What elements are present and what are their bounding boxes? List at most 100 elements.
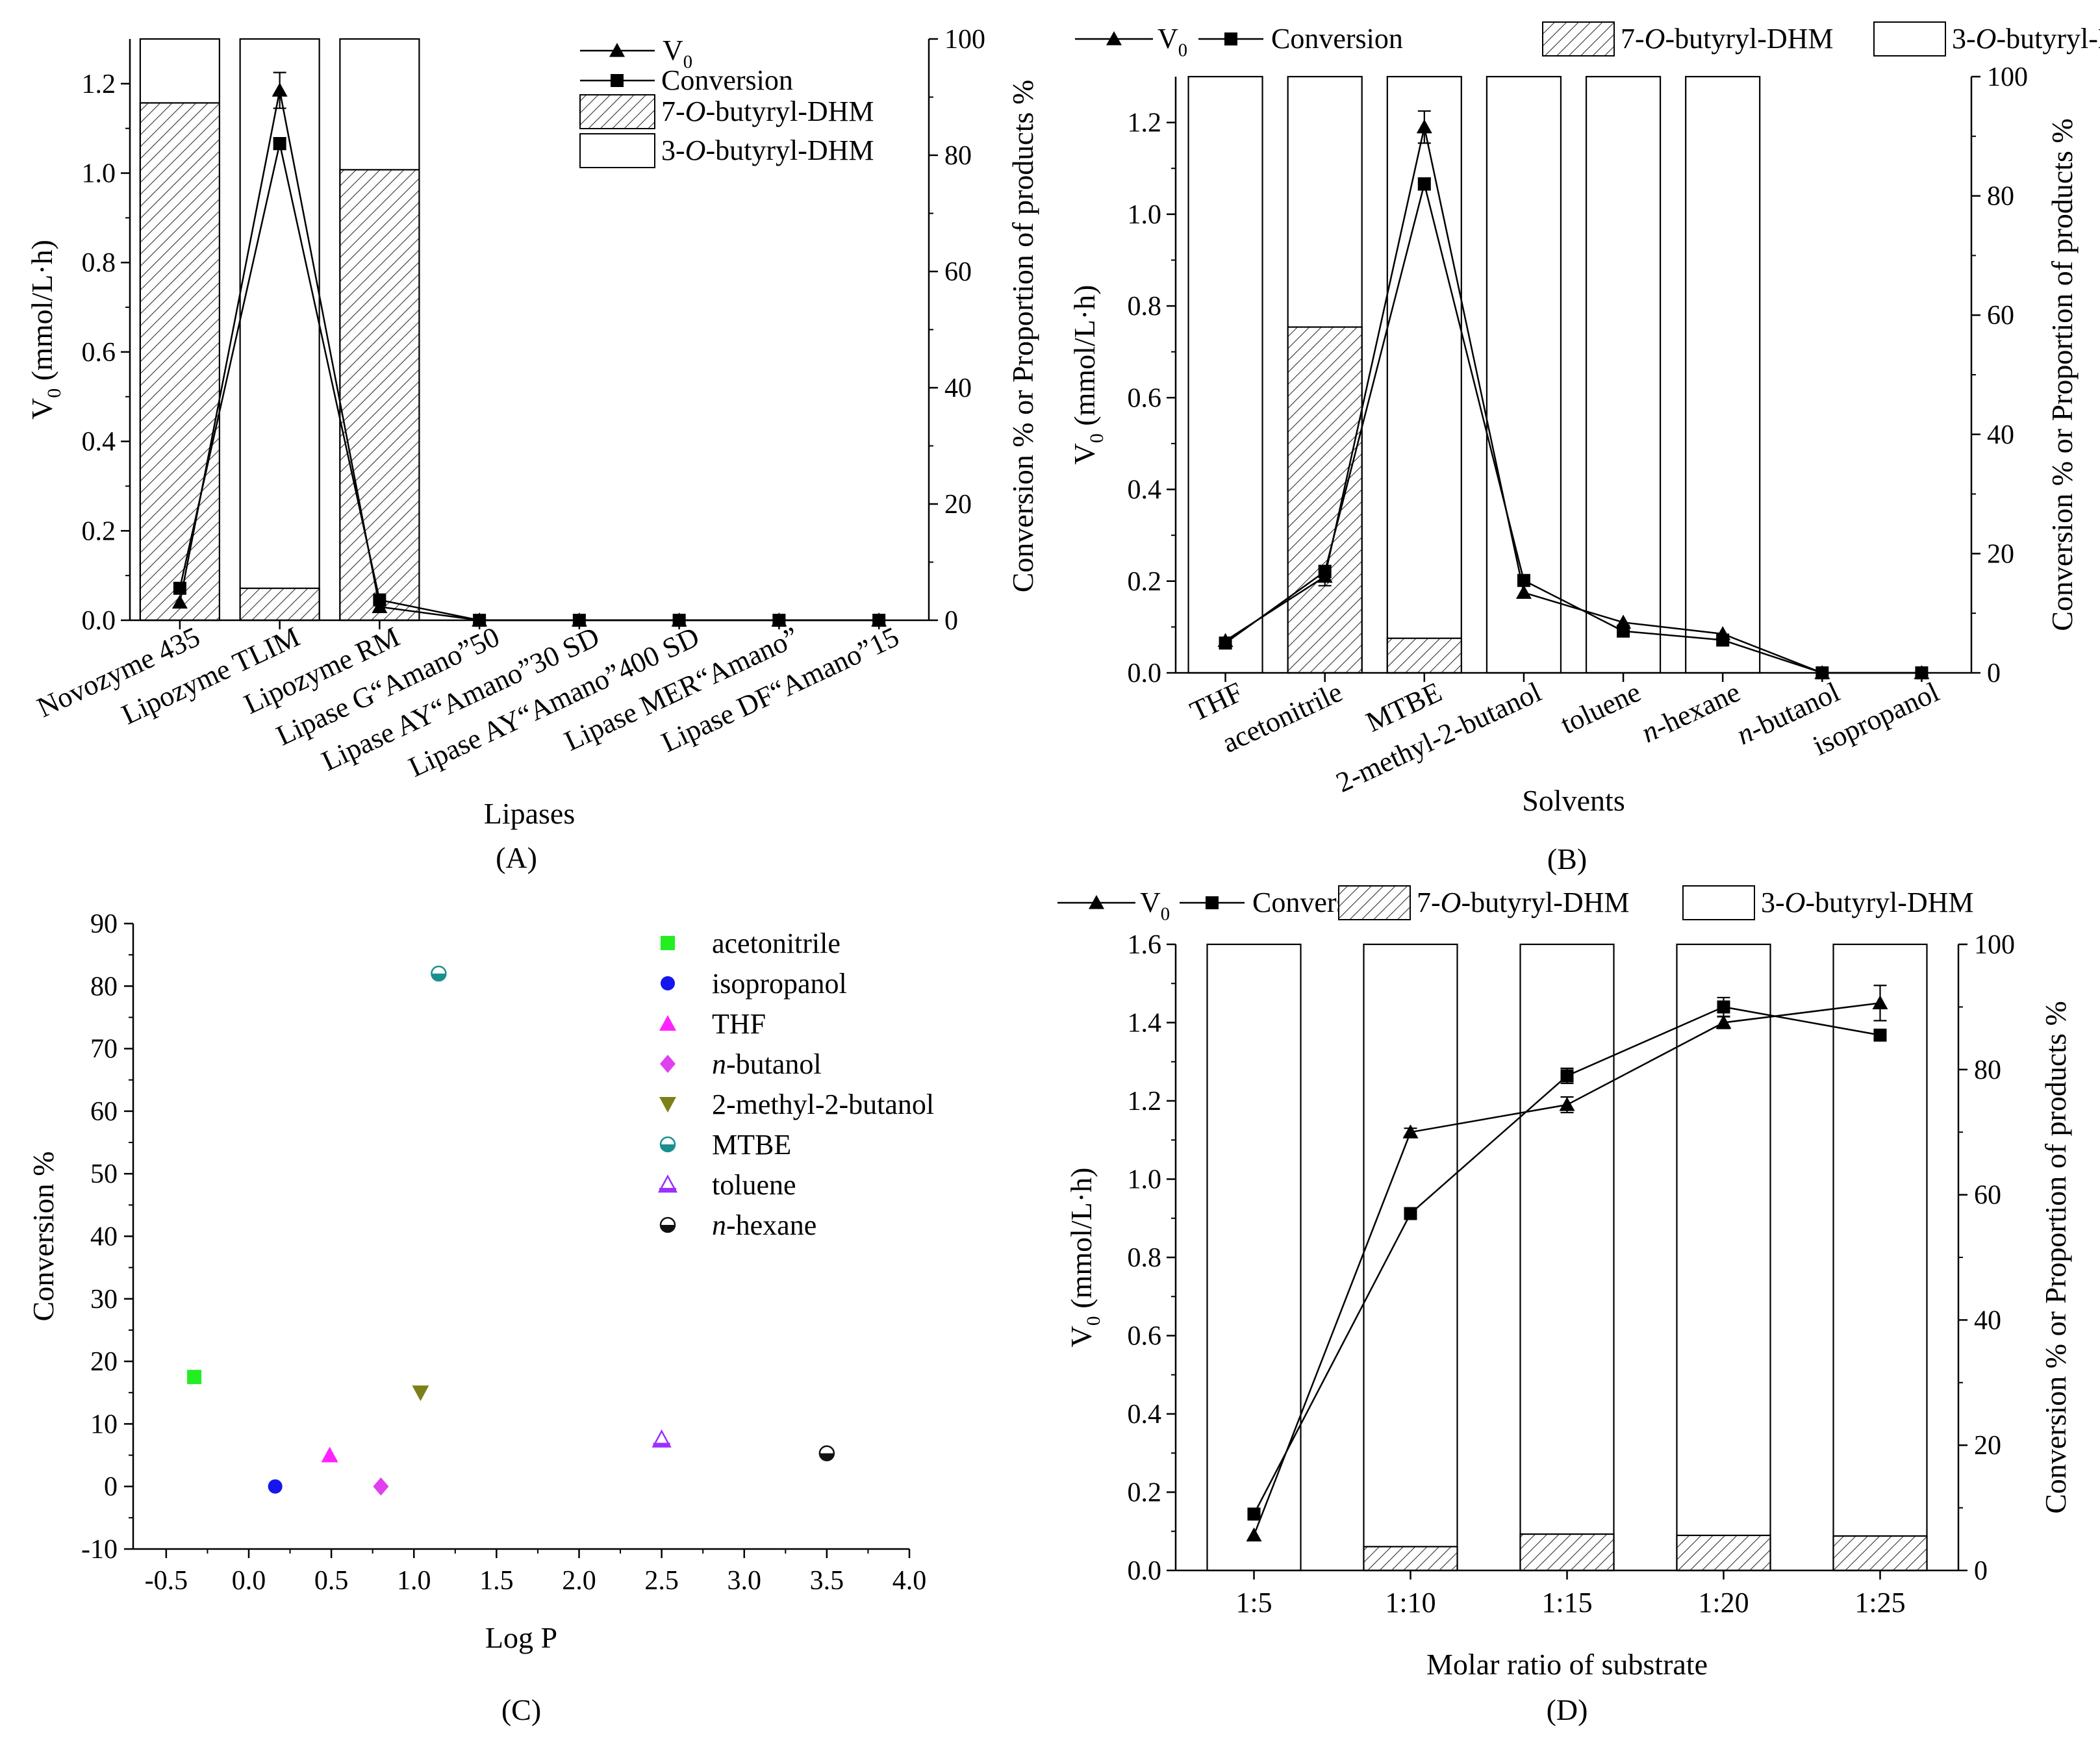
- y2-axis-title: Conversion % or Proportion of products %: [2045, 118, 2079, 631]
- legend-v0-label: V0: [1140, 887, 1170, 924]
- panel-label: (B): [1547, 842, 1587, 875]
- legend-marker: [657, 1174, 678, 1193]
- legend-label: THF: [712, 1008, 766, 1040]
- x-tick-label: 1:5: [1235, 1587, 1272, 1618]
- legend-3-O-label-part: 3-: [1761, 887, 1785, 918]
- scatter-point-half: [431, 974, 446, 981]
- y-axis-title-part: 0: [1086, 433, 1107, 443]
- bar-3-O-butyryl: [1363, 943, 1458, 1572]
- y2-tick-label: 60: [1987, 301, 2014, 331]
- v0-point: [171, 594, 188, 609]
- y-tick-label: 0.0: [1128, 659, 1162, 688]
- y2-tick-label: 20: [1987, 539, 2014, 569]
- conversion-point: [1517, 573, 1530, 587]
- y-axis-title-part: V: [25, 398, 58, 420]
- conversion-point: [173, 581, 186, 595]
- y-tick-label: 50: [90, 1159, 118, 1189]
- legend-label-part: -butanol: [726, 1048, 822, 1080]
- panel-a: 0.0 0.2 0.4 0.6 0.8 1.0 1.2 0 20 40 60 80 100 Novozym…: [25, 25, 1039, 874]
- y2-tick-label: 0: [1974, 1556, 1988, 1586]
- legend-3-O-label: 3-O-butyryl-DHM: [1761, 887, 1974, 918]
- y2-tick-label: 20: [944, 490, 972, 520]
- conversion-point: [473, 614, 487, 627]
- scatter-point: [373, 1477, 389, 1496]
- y2-tick-label: 0: [944, 606, 958, 636]
- legend-3-O-swatch: [1873, 21, 1946, 57]
- conversion-line: [179, 143, 879, 622]
- legend-3-O-label-part: O: [685, 134, 706, 166]
- y2-tick-label: 100: [944, 25, 985, 55]
- y-tick-label: 0.6: [1128, 1322, 1162, 1352]
- y-tick-label: 20: [90, 1347, 118, 1377]
- legend-label-part: n: [712, 1209, 726, 1241]
- v0-point: [1559, 1097, 1575, 1111]
- legend-conversion-marker: [1206, 896, 1219, 909]
- conversion-line: [1224, 183, 1922, 674]
- y-tick-label: 1.2: [82, 69, 116, 99]
- y-tick-label: 0.4: [1128, 475, 1162, 505]
- v0-point: [272, 82, 288, 97]
- x-tick-label: -0.5: [145, 1566, 188, 1596]
- conversion-point: [872, 614, 886, 627]
- legend-v0-label-part: V: [1140, 887, 1161, 918]
- panel-b: 0.00.20.40.60.81.01.2020406080100THFacet…: [1068, 21, 2100, 875]
- y-tick-label: 1.6: [1128, 930, 1162, 960]
- y-tick-label: 60: [90, 1097, 118, 1127]
- x-tick-label: 1.5: [479, 1566, 514, 1596]
- bar-7-O-butyryl: [1363, 1546, 1458, 1572]
- legend-v0-label: V0: [663, 34, 692, 72]
- bar-3-O-butyryl: [1685, 75, 1761, 674]
- bar-7-O-butyryl: [339, 169, 420, 622]
- x-tick-label: 4.0: [892, 1566, 927, 1596]
- legend-marker: [659, 1015, 676, 1031]
- x-axis-title: Lipases: [484, 797, 576, 830]
- v0-line: [1224, 127, 1922, 674]
- conversion-point: [1560, 1069, 1574, 1083]
- panel-label: (D): [1547, 1693, 1588, 1726]
- bar-3-O-butyryl: [1206, 943, 1302, 1572]
- legend-v0-marker: [1089, 895, 1104, 909]
- legend-v0-label-part: 0: [1178, 40, 1187, 60]
- y-tick-label: 1.2: [1128, 1087, 1162, 1116]
- panel-d: 0.0 0.2 0.4 0.6 0.8 1.0 1.2 1.4 1.6 0 20 40 60 80 100 1…: [1057, 885, 2072, 1726]
- y-tick-label: 1.2: [1128, 108, 1162, 138]
- legend-marker: [660, 1055, 676, 1073]
- scatter-point: [412, 1385, 429, 1402]
- legend-3-O-label-part: -butyryl-DHM: [1805, 887, 1973, 918]
- y-axis-title: V0 (mmol/L·h): [1065, 1168, 1104, 1348]
- legend-7-O-swatch: [1338, 885, 1411, 920]
- legend-7-O-label-part: O: [685, 95, 706, 127]
- bar-7-O-butyryl: [1519, 1533, 1615, 1572]
- x-tick-label: 0.0: [232, 1566, 266, 1596]
- legend-v0-marker: [609, 43, 625, 57]
- legend-marker: [659, 1097, 676, 1113]
- bar-3-O-butyryl: [239, 38, 320, 622]
- bar-7-O-butyryl: [139, 102, 220, 622]
- x-axis-title: Solvents: [1522, 784, 1625, 817]
- legend-label: toluene: [712, 1169, 796, 1201]
- conversion-point: [1915, 666, 1929, 679]
- legend-marker-half: [661, 1144, 675, 1152]
- y-tick-label: 0.6: [1128, 383, 1162, 413]
- y-tick-label: 1.0: [1128, 1165, 1162, 1195]
- conversion-point: [1815, 666, 1829, 679]
- scatter-point-half: [819, 1453, 834, 1461]
- conversion-point: [1417, 177, 1431, 191]
- legend-conversion-marker: [611, 74, 624, 87]
- v0-point: [1416, 119, 1432, 134]
- legend-marker: [659, 1136, 676, 1153]
- legend-label: 2-methyl-2-butanol: [712, 1089, 934, 1120]
- v0-point: [1515, 585, 1532, 599]
- legend-label: acetonitrile: [712, 927, 841, 959]
- legend-v0-marker: [1106, 31, 1122, 45]
- legend-7-O-label-part: -butyryl-DHM: [705, 95, 874, 127]
- x-tick-label: 3.5: [810, 1566, 844, 1596]
- scatter-point: [268, 1479, 283, 1494]
- v0-point: [1872, 995, 1888, 1009]
- v0-point: [1715, 1014, 1732, 1029]
- y-axis-title-part: (mmol/L·h): [1065, 1168, 1098, 1316]
- y2-tick-label: 0: [1987, 659, 2001, 688]
- legend-3-O-label-part: O: [1976, 23, 1997, 55]
- x-tick-label: Novozyme 435: [32, 621, 205, 724]
- y-tick-label: 0: [104, 1472, 118, 1502]
